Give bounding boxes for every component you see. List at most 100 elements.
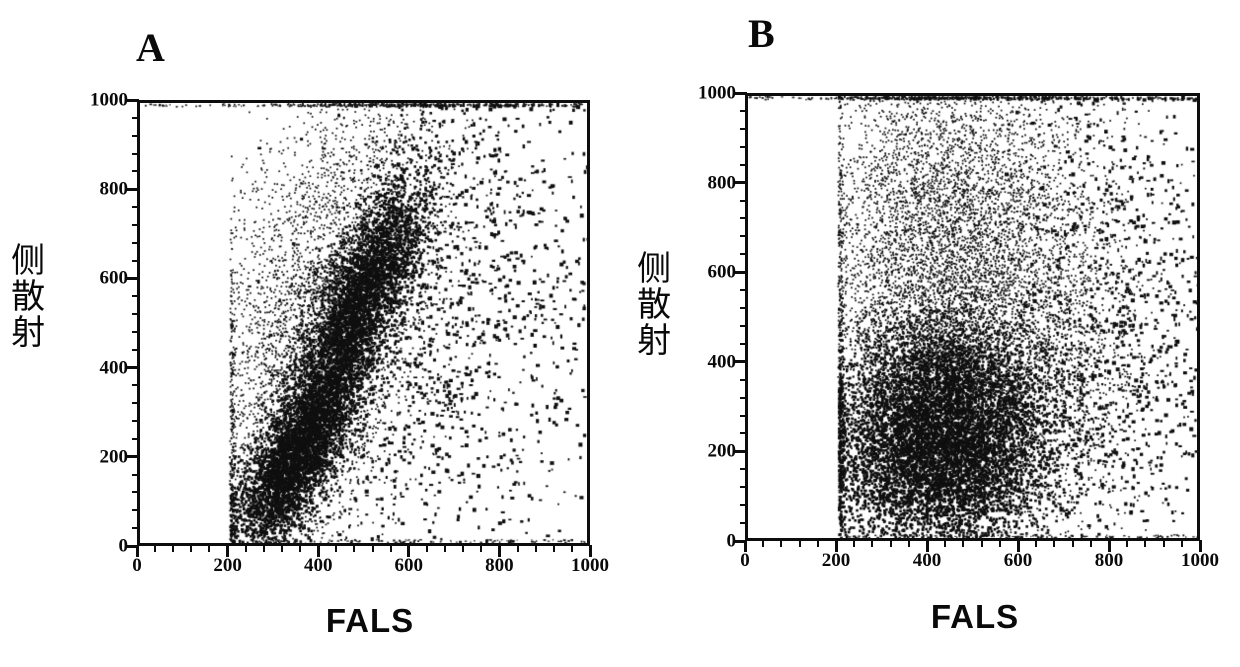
y-axis-tick-minor <box>740 378 747 381</box>
y-axis-tick-major <box>126 276 139 280</box>
x-axis-tick-major <box>407 545 411 557</box>
x-axis-tick-minor <box>462 545 465 552</box>
y-axis-tick-minor <box>132 348 139 351</box>
y-axis-tick-minor <box>740 109 747 112</box>
y-axis-tick-major <box>126 366 139 370</box>
y-axis-tick-major <box>126 187 139 191</box>
x-axis-tick-minor <box>371 545 374 552</box>
x-axis-tick-minor <box>389 545 392 552</box>
x-axis-tick-major <box>925 540 929 552</box>
x-axis-tick-label: 200 <box>213 555 242 576</box>
x-axis-tick-minor <box>816 540 819 547</box>
panel-a-scatter-canvas <box>140 103 587 543</box>
y-axis-tick-minor <box>132 473 139 476</box>
x-axis-tick-minor <box>353 545 356 552</box>
x-axis-tick-label: 600 <box>1003 550 1033 571</box>
x-axis-tick-major <box>1198 540 1202 552</box>
panel-b-y-axis-title: 侧散射 <box>631 250 669 358</box>
y-axis-tick-minor <box>740 289 747 292</box>
x-axis-tick-label: 0 <box>740 550 750 571</box>
y-axis-tick-minor <box>132 223 139 226</box>
y-axis-tick-major <box>126 544 139 548</box>
x-axis-tick-minor <box>944 540 947 547</box>
panel-b-letter: B <box>748 11 775 56</box>
y-axis-tick-minor <box>740 127 747 130</box>
panel-a-x-axis-title: FALS <box>325 602 415 639</box>
y-axis-tick-label: 0 <box>726 530 737 552</box>
y-axis-tick-minor <box>132 295 139 298</box>
y-axis-tick-minor <box>132 527 139 530</box>
y-axis-tick-minor <box>740 504 747 507</box>
y-axis-tick-minor <box>740 324 747 327</box>
x-axis-tick-minor <box>280 545 283 552</box>
y-axis-tick-minor <box>740 217 747 220</box>
x-axis-tick-major <box>588 545 592 557</box>
x-axis-tick-minor <box>425 545 428 552</box>
y-axis-tick-label: 400 <box>707 351 737 373</box>
x-axis-tick-major <box>743 540 747 552</box>
y-axis-tick-minor <box>740 396 747 399</box>
y-axis-tick-label: 600 <box>707 261 737 283</box>
y-axis-tick-minor <box>132 152 139 155</box>
x-axis-tick-major <box>834 540 838 552</box>
y-axis-tick-label: 400 <box>99 357 129 379</box>
x-axis-tick-minor <box>244 545 247 552</box>
y-axis-tick-minor <box>132 241 139 244</box>
y-axis-tick-label: 200 <box>707 440 737 462</box>
x-axis-tick-minor <box>1053 540 1056 547</box>
y-axis-tick-minor <box>132 170 139 173</box>
x-axis-tick-minor <box>172 545 175 552</box>
x-axis-tick-major <box>1107 540 1111 552</box>
x-axis-tick-label: 600 <box>394 555 424 576</box>
panel-b-x-axis-title: FALS <box>930 598 1020 635</box>
y-axis-tick-minor <box>740 145 747 148</box>
y-axis-tick-minor <box>740 307 747 310</box>
y-axis-tick-major <box>126 455 139 459</box>
y-axis-tick-minor <box>132 509 139 512</box>
x-axis-tick-minor <box>1071 540 1074 547</box>
x-axis-tick-label: 800 <box>1094 550 1124 571</box>
y-axis-tick-minor <box>132 134 139 137</box>
y-axis-tick-label: 600 <box>99 267 129 289</box>
x-axis-tick-minor <box>871 540 874 547</box>
x-axis-tick-minor <box>853 540 856 547</box>
panel-a-letter: A <box>136 25 165 70</box>
x-axis-tick-label: 1000 <box>571 555 609 576</box>
x-axis-tick-minor <box>154 545 157 552</box>
y-axis-tick-label: 200 <box>99 446 129 468</box>
y-axis-tick-major <box>734 91 747 95</box>
y-axis-tick-minor <box>740 199 747 202</box>
y-axis-tick-minor <box>132 116 139 119</box>
panel-b-scatter-canvas <box>748 96 1197 538</box>
x-axis-tick-minor <box>962 540 965 547</box>
y-axis-tick-minor <box>132 206 139 209</box>
y-axis-tick-minor <box>132 259 139 262</box>
y-axis-tick-minor <box>132 491 139 494</box>
x-axis-tick-major <box>316 545 320 557</box>
x-axis-tick-minor <box>798 540 801 547</box>
x-axis-tick-label: 400 <box>303 555 333 576</box>
x-axis-tick-minor <box>516 545 519 552</box>
y-axis-tick-minor <box>132 402 139 405</box>
x-axis-tick-minor <box>998 540 1001 547</box>
x-axis-tick-minor <box>980 540 983 547</box>
y-axis-tick-label: 1000 <box>90 89 128 111</box>
x-axis-tick-minor <box>762 540 765 547</box>
x-axis-tick-minor <box>1089 540 1092 547</box>
x-axis-tick-minor <box>208 545 211 552</box>
x-axis-tick-minor <box>335 545 338 552</box>
x-axis-tick-minor <box>1035 540 1038 547</box>
y-axis-tick-major <box>734 449 747 453</box>
x-axis-tick-major <box>226 545 230 557</box>
y-axis-tick-minor <box>132 330 139 333</box>
x-axis-tick-minor <box>190 545 193 552</box>
x-axis-tick-minor <box>570 545 573 552</box>
y-axis-tick-minor <box>132 437 139 440</box>
panel-a-plot-frame <box>137 100 590 546</box>
y-axis-tick-minor <box>740 235 747 238</box>
y-axis-tick-label: 800 <box>707 172 737 194</box>
panel-a: A 侧散射 FALS 0 200 400 600 800 1000 0 200 400 600 80… <box>6 25 609 639</box>
x-axis-tick-major <box>1016 540 1020 552</box>
x-axis-tick-label: 1000 <box>1181 550 1219 571</box>
panel-b: B 侧散射 FALS 0 200 400 600 800 1000 0 200 400 600 80… <box>620 0 1240 667</box>
